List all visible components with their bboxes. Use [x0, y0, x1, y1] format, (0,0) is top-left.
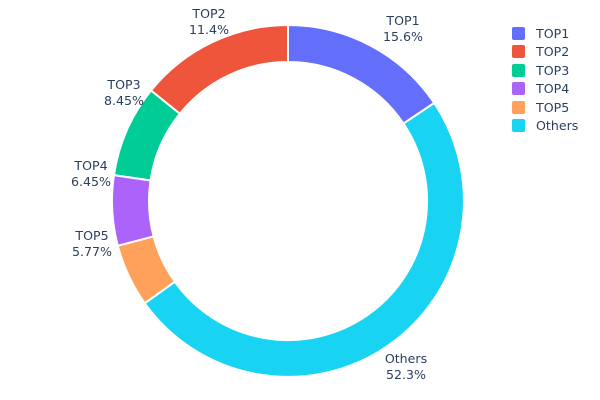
legend-item-top3[interactable]: TOP3	[512, 61, 596, 80]
legend-item-top1[interactable]: TOP1	[512, 24, 596, 43]
legend-swatch-icon	[512, 26, 525, 40]
pie-label-name: TOP1	[385, 13, 419, 28]
legend-swatch-icon	[512, 82, 525, 96]
legend-item-top4[interactable]: TOP4	[512, 80, 596, 99]
pie-label-name: TOP5	[74, 228, 108, 243]
legend-swatch-icon	[512, 45, 525, 59]
pie-label-name: TOP3	[106, 77, 140, 92]
pie-slices-group	[111, 24, 465, 378]
pie-slice-top3[interactable]	[112, 89, 181, 182]
legend-item-label: TOP5	[536, 99, 570, 115]
legend-item-others[interactable]: Others	[512, 117, 596, 136]
legend-item-top5[interactable]: TOP5	[512, 98, 596, 117]
pie-label-top4: TOP4 6.45%	[71, 158, 111, 189]
legend-item-label: TOP4	[536, 81, 570, 97]
pie-outside-labels-group: TOP1 15.6% TOP2 11.4% TOP3 8.45% TOP4 6.45% TOP5…	[71, 6, 427, 382]
pie-slice-top5[interactable]	[116, 235, 176, 305]
pie-label-name: TOP4	[73, 158, 107, 173]
legend-item-label: TOP2	[536, 44, 570, 60]
pie-label-name: Others	[385, 351, 427, 366]
pie-label-value: 15.6%	[383, 29, 423, 44]
legend-swatch-icon	[512, 119, 525, 133]
pie-label-value: 6.45%	[71, 174, 111, 189]
legend-swatch-icon	[512, 100, 525, 114]
pie-label-top2: TOP2 11.4%	[189, 6, 229, 37]
pie-label-value: 5.77%	[72, 244, 112, 259]
pie-slice-top2[interactable]	[149, 24, 289, 115]
legend-item-label: TOP1	[536, 25, 570, 41]
pie-label-value: 52.3%	[386, 367, 426, 382]
legend-item-top2[interactable]: TOP2	[512, 43, 596, 62]
pie-label-value: 11.4%	[189, 22, 229, 37]
chart-legend: TOP1 TOP2 TOP3 TOP4 TOP5 Others	[512, 24, 596, 135]
pie-slice-others[interactable]	[143, 101, 465, 378]
pie-label-top1: TOP1 15.6%	[383, 13, 423, 44]
pie-label-value: 8.45%	[104, 93, 144, 108]
legend-item-label: Others	[536, 118, 579, 134]
pie-slice-top4[interactable]	[111, 174, 155, 247]
pie-label-top3: TOP3 8.45%	[104, 77, 144, 108]
legend-item-label: TOP3	[536, 62, 570, 78]
legend-swatch-icon	[512, 63, 525, 77]
pie-label-others: Others 52.3%	[385, 351, 427, 382]
pie-label-name: TOP2	[191, 6, 225, 21]
pie-label-top5: TOP5 5.77%	[72, 228, 112, 259]
